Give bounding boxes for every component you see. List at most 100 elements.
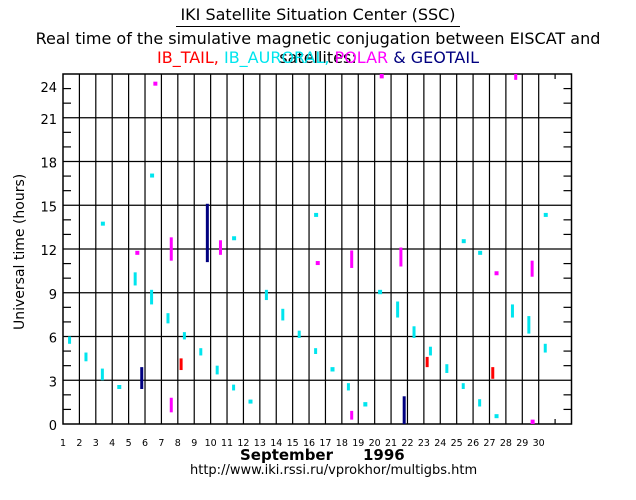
y-tick-label: 9 [49,288,57,303]
data-mark-polar [494,271,499,276]
x-tick-label: 14 [270,438,282,449]
data-mark-polar [514,74,518,80]
data-mark-ib-auroral [396,301,400,318]
x-tick-label: 20 [369,438,381,449]
data-mark-ib-tail [179,358,183,371]
data-mark-polar [530,419,535,424]
x-tick-label: 12 [237,438,249,449]
data-mark-ib-auroral [215,365,219,375]
y-tick-label: 21 [40,113,57,128]
data-mark-ib-tail [425,356,429,368]
data-mark-ib-auroral [510,304,514,318]
x-tick-label: 17 [319,438,331,449]
x-tick-label: 24 [434,438,446,449]
x-axis-year: 1996 [363,446,405,464]
data-mark-ib-auroral [150,173,155,178]
y-tick-label: 0 [49,419,57,434]
data-mark-ib-auroral [68,336,72,344]
x-tick-label: 8 [175,438,181,449]
data-mark-polar [350,250,354,268]
data-mark-polar [153,81,158,86]
x-tick-label: 29 [516,438,528,449]
data-mark-polar [379,74,384,79]
x-tick-label: 2 [76,438,82,449]
y-tick-label: 6 [49,332,57,347]
data-mark-ib-auroral [150,289,154,305]
data-mark-ib-auroral [84,352,88,362]
data-mark-ib-auroral [248,399,253,404]
x-tick-label: 7 [158,438,164,449]
data-mark-ib-auroral [133,272,137,286]
data-mark-ib-auroral [166,313,170,324]
data-mark-polar [135,250,140,255]
x-tick-label: 19 [352,438,364,449]
x-tick-label: 10 [205,438,217,449]
data-mark-ib-auroral [199,348,203,356]
legend-ib-auroral: IB_AURORAL, [218,48,330,67]
data-mark-polar [399,247,403,267]
data-mark-geotail [140,367,144,389]
x-tick-label: 3 [93,438,99,449]
data-mark-ib-auroral [182,332,186,340]
data-mark-ib-auroral [461,239,466,244]
data-mark-ib-auroral [330,367,335,372]
x-axis-month: September [240,446,333,464]
chart-subtitle: Real time of the simulative magnetic con… [35,29,601,67]
x-tick-label: 1 [60,438,66,449]
y-tick-label: 15 [40,200,57,215]
data-mark-ib-auroral [527,316,531,334]
x-tick-label: 30 [533,438,545,449]
x-tick-label: 4 [109,438,115,449]
x-tick-label: 27 [483,438,495,449]
data-mark-polar [169,397,173,413]
data-mark-polar [218,240,222,255]
data-mark-geotail [402,396,406,424]
data-mark-ib-auroral [117,385,122,389]
data-mark-ib-auroral [346,383,350,391]
data-mark-ib-auroral [314,212,319,217]
data-mark-ib-auroral [314,348,318,354]
data-mark-ib-auroral [543,212,548,217]
x-tick-label: 26 [467,438,479,449]
x-tick-label: 18 [336,438,348,449]
x-tick-label: 5 [126,438,132,449]
chart-title: IKI Satellite Situation Center (SSC) [0,5,636,27]
data-mark-ib-auroral [543,343,547,353]
x-tick-label: 13 [254,438,266,449]
x-tick-label: 21 [385,438,397,449]
data-mark-ib-auroral [478,250,483,255]
data-mark-ib-auroral [461,383,465,389]
y-tick-label: 18 [40,157,57,172]
legend-geotail: GEOTAIL [410,48,479,67]
legend: IB_TAIL, IB_AURORAL, POLAR & GEOTAIL [0,48,636,67]
data-mark-polar [315,261,320,266]
data-mark-ib-auroral [378,289,383,295]
data-mark-ib-auroral [478,399,482,407]
data-mark-polar [169,237,173,261]
x-tick-label: 22 [401,438,413,449]
data-mark-ib-auroral [232,384,236,391]
y-tick-label: 3 [49,375,57,390]
data-mark-geotail [205,203,209,263]
data-mark-ib-auroral [445,364,449,373]
data-mark-polar [350,410,354,420]
data-mark-ib-auroral [100,368,104,381]
data-mark-ib-auroral [281,308,285,321]
x-tick-label: 9 [191,438,197,449]
data-mark-ib-auroral [412,326,416,338]
data-mark-ib-auroral [428,346,432,356]
x-tick-label: 6 [142,438,148,449]
x-tick-label: 15 [287,438,299,449]
data-mark-polar [530,260,534,277]
y-tick-label: 24 [40,81,57,96]
legend-polar: POLAR [329,48,389,67]
data-mark-ib-auroral [264,289,268,301]
data-mark-ib-auroral [363,402,368,407]
data-mark-ib-auroral [232,236,237,241]
legend-ib-tail: IB_TAIL, [157,48,219,67]
data-mark-ib-auroral [297,330,301,338]
x-tick-label: 16 [303,438,315,449]
x-tick-label: 28 [500,438,512,449]
x-tick-label: 23 [418,438,430,449]
y-tick-label: 12 [40,244,57,259]
